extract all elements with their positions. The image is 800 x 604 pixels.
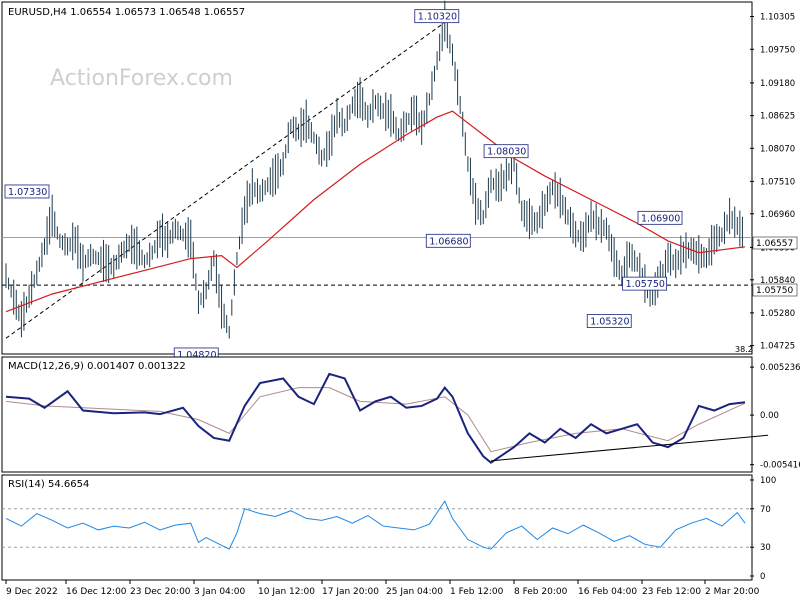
rsi-axis: 100 70 30 0 [750, 476, 776, 582]
annotation-1.05750: 1.05750 [622, 276, 668, 291]
price-lines [2, 0, 752, 339]
annotation-label: 1.05750 [626, 279, 665, 290]
annotation-1.10320: 1.10320 [414, 9, 460, 24]
rsi-lines [2, 500, 752, 550]
trend-line [5, 16, 453, 339]
annotation-box [425, 233, 471, 248]
macd-axis: 0.005236 0.00 -0.005416 [750, 363, 800, 471]
x-tick-label: 16 Feb 04:00 [578, 587, 637, 597]
price-tick-label: 1.08070 [760, 144, 795, 154]
x-tick-label: 8 Feb 20:00 [514, 587, 568, 597]
annotation-1.06900: 1.06900 [637, 210, 683, 225]
price-tick-label: 1.09750 [760, 45, 795, 55]
price-tick-label: 1.08625 [760, 112, 795, 122]
rsi-panel: RSI(14) 54.6654 100 70 30 0 [1, 474, 776, 582]
price-tick-label: 1.06960 [760, 210, 795, 220]
price-panel-frame [1, 1, 753, 355]
fib-label: 38.2 [735, 345, 753, 354]
x-axis: 9 Dec 2022 16 Dec 12:00 23 Dec 20:00 3 Jan … [5, 580, 760, 597]
rsi-line [5, 500, 746, 550]
x-tick-label: 25 Jan 04:00 [386, 587, 443, 597]
rsi-tick-label: 100 [760, 476, 776, 486]
macd-tick-label: 0.005236 [760, 363, 800, 373]
annotation-box [483, 144, 529, 159]
annotation-1.06680: 1.06680 [425, 233, 471, 248]
macd-trend-line [490, 434, 769, 462]
x-tick-label: 23 Dec 20:00 [130, 587, 191, 597]
rsi-title: RSI(14) 54.6654 [8, 479, 89, 490]
macd-lines [5, 372, 769, 464]
annotation-1.05320: 1.05320 [586, 314, 632, 328]
macd-panel: MACD(12,26,9) 0.001407 0.001322 0.005236… [1, 356, 800, 473]
macd-title: MACD(12,26,9) 0.001407 0.001322 [8, 361, 186, 372]
annotation-label: 1.05320 [590, 316, 629, 327]
annotation-box [4, 184, 50, 199]
x-tick-label: 3 Jan 04:00 [194, 587, 246, 597]
macd-tick-label: 0.00 [760, 411, 779, 421]
annotation-label: 1.04820 [177, 350, 216, 361]
price-tick-label: 1.10305 [760, 13, 795, 23]
price-tick-label: 1.07510 [760, 177, 795, 187]
annotation-1.07330: 1.07330 [4, 184, 50, 199]
x-tick-label: 16 Dec 12:00 [66, 587, 127, 597]
x-tick-label: 23 Feb 12:00 [642, 587, 701, 597]
rsi-tick-label: 70 [760, 505, 771, 515]
support-price-tag: 1.05750 [752, 283, 798, 297]
annotation-box [414, 9, 460, 24]
x-tick-label: 1 Feb 12:00 [450, 587, 504, 597]
annotation-label: 1.06900 [641, 213, 680, 224]
x-tick-label: 2 Mar 20:00 [705, 587, 760, 597]
x-tick-label: 17 Jan 20:00 [322, 587, 379, 597]
price-tick-label: 1.04725 [760, 342, 795, 352]
watermark: ActionForex.com [50, 66, 233, 91]
price-tick-label: 1.09180 [760, 79, 795, 89]
annotation-label: 1.08030 [487, 147, 526, 158]
rsi-tick-label: 0 [760, 572, 765, 582]
macd-panel-frame [1, 356, 753, 473]
macd-line [5, 372, 746, 464]
price-tick-label: 1.05840 [760, 276, 795, 286]
x-tick-label: 9 Dec 2022 [6, 587, 58, 597]
annotation-box [622, 276, 668, 291]
price-panel: EURUSD,H4 1.06554 1.06573 1.06548 1.0655… [1, 0, 798, 362]
rsi-tick-label: 30 [760, 543, 771, 553]
annotation-1.08030: 1.08030 [483, 144, 529, 159]
annotation-label: 1.06680 [429, 236, 468, 247]
moving-average-line [5, 110, 746, 313]
annotation-box [637, 210, 683, 225]
annotation-label: 1.10320 [418, 12, 457, 23]
current-price-tag: 1.06557 [752, 236, 798, 250]
price-header: EURUSD,H4 1.06554 1.06573 1.06548 1.0655… [8, 7, 245, 18]
annotation-box [586, 314, 632, 328]
rsi-panel-frame [1, 474, 753, 581]
annotation-label: 1.07330 [8, 187, 47, 198]
x-tick-label: 10 Jan 12:00 [258, 587, 315, 597]
macd-tick-label: -0.005416 [760, 461, 800, 471]
price-axis: 1.10305 1.09750 1.09180 1.08625 1.08070 1.075… [750, 13, 795, 352]
price-tick-label: 1.05280 [760, 309, 795, 319]
current-price-label: 1.06557 [756, 239, 793, 249]
support-price-label: 1.05750 [756, 286, 793, 296]
